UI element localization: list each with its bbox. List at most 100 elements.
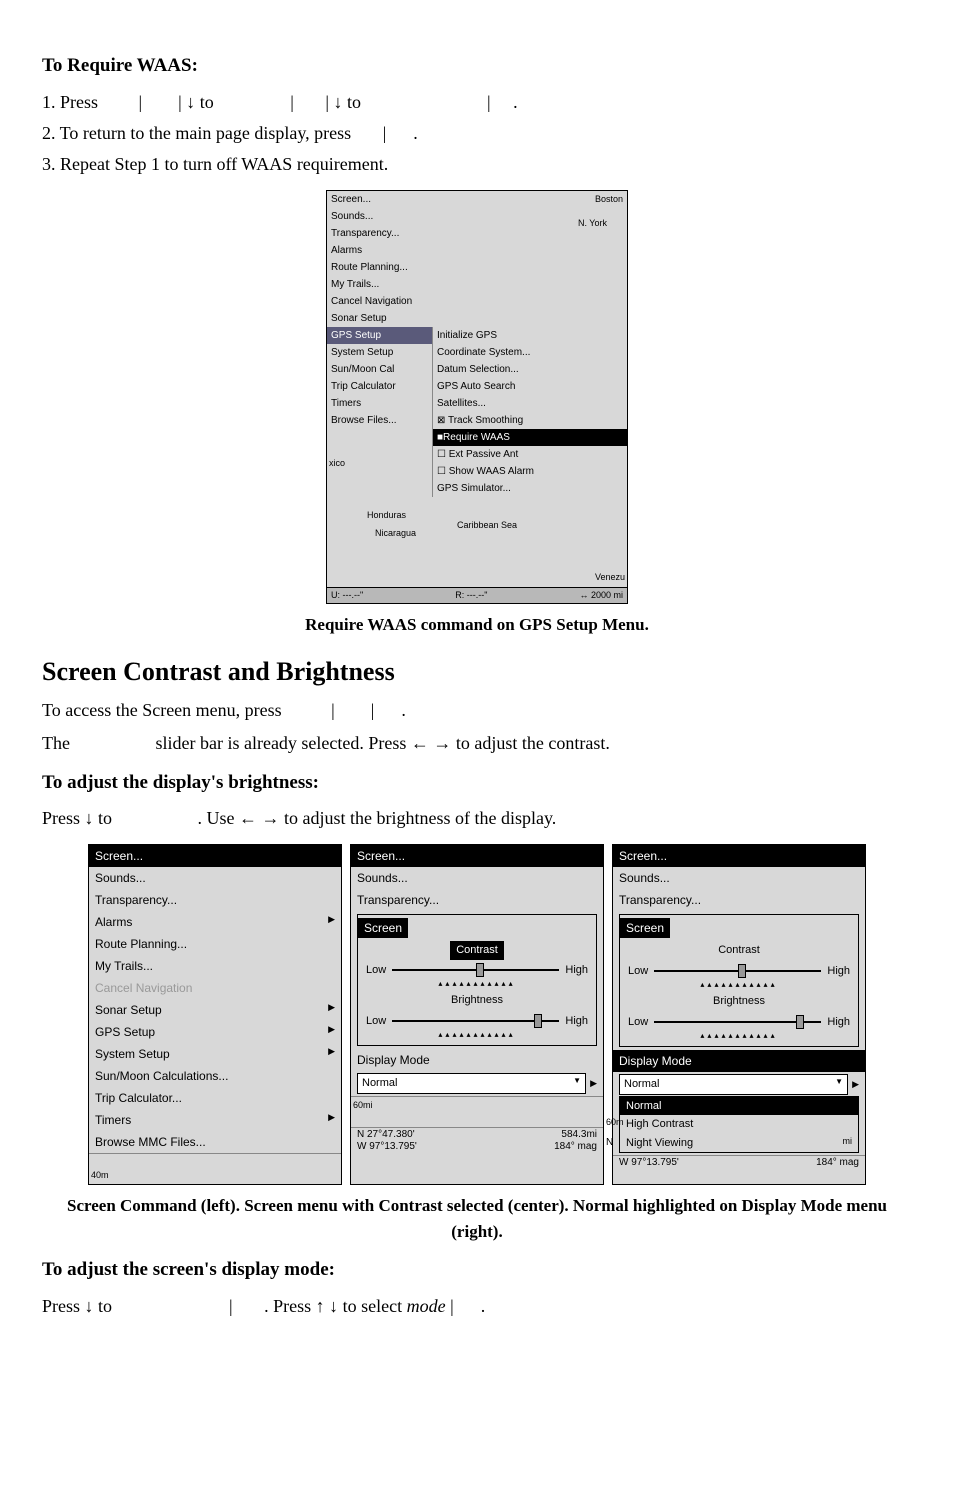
screen-panels-figure: Screen... Sounds... Transparency... Alar…	[42, 844, 912, 1185]
contrast-label-center: Contrast	[450, 941, 504, 960]
mode-high-contrast[interactable]: 60m High Contrast	[620, 1115, 858, 1134]
brightness-slider-r[interactable]: Low High	[624, 1012, 854, 1033]
mode-normal[interactable]: Normal	[620, 1097, 858, 1116]
status-scale: ↔ 2000 mi	[579, 589, 623, 603]
submenu-gps-sim[interactable]: GPS Simulator...	[433, 480, 627, 497]
display-mode-right: Display Mode	[613, 1050, 865, 1072]
contrast-ticks-r: ▴▴▴▴▴▴▴▴▴▴▴	[624, 979, 854, 991]
waas-heading: To Require WAAS:	[42, 52, 912, 81]
brightness-slider[interactable]: Low High	[362, 1011, 592, 1032]
menu-route-planning[interactable]: Route Planning...	[327, 259, 462, 276]
waas-caption: Require WAAS command on GPS Setup Menu.	[42, 612, 912, 638]
dropdown-right-value: Normal	[624, 1076, 659, 1093]
pm-trails[interactable]: My Trails...	[89, 955, 341, 977]
submenu-require-waas[interactable]: ■Require WAAS	[433, 429, 627, 446]
menu-sunmoon[interactable]: Sun/Moon Cal	[327, 361, 432, 378]
coords-right: W 97°13.795' 184° mag	[613, 1155, 865, 1170]
submenu-track-smoothing[interactable]: ⊠ Track Smoothing	[433, 412, 627, 429]
screen-box-title-r: Screen	[620, 918, 670, 938]
menu-sounds[interactable]: Sounds...	[327, 208, 462, 225]
brightness-text: Press ↓ to . Use ← → to adjust the brigh…	[42, 805, 912, 832]
brightness-ticks-r: ▴▴▴▴▴▴▴▴▴▴▴	[624, 1030, 854, 1042]
displaymode-dropdown-right[interactable]: Normal	[619, 1074, 848, 1095]
menu-transparency[interactable]: Transparency...	[327, 225, 462, 242]
bright-high-r: High	[827, 1014, 850, 1031]
pm-sonar[interactable]: Sonar Setup	[89, 999, 341, 1021]
contrast-slider-r[interactable]: Low High	[624, 961, 854, 982]
submenu-show-waas-alarm[interactable]: ☐ Show WAAS Alarm	[433, 463, 627, 480]
map-area: Honduras Nicaragua Caribbean Sea Venezu	[327, 497, 627, 587]
pm-timers-label: Timers	[95, 1111, 131, 1129]
map-nicaragua: Nicaragua	[375, 527, 416, 541]
bright-high: High	[565, 1013, 588, 1030]
menu-trip-calc[interactable]: Trip Calculator	[327, 378, 432, 395]
map-xico: xico	[329, 457, 345, 471]
coord-w-r: W 97°13.795'	[619, 1157, 679, 1169]
bright-b: . Use ← → to adjust the brightness of th…	[198, 808, 557, 828]
pr-transparency[interactable]: Transparency...	[613, 889, 865, 911]
submenu-init-gps[interactable]: Initialize GPS	[433, 327, 627, 344]
pm-alarms[interactable]: Alarms	[89, 911, 341, 933]
step1-prefix: 1. Press	[42, 92, 98, 112]
menu-system-setup[interactable]: System Setup	[327, 344, 432, 361]
pr-sounds[interactable]: Sounds...	[613, 867, 865, 889]
pm-tripcalc[interactable]: Trip Calculator...	[89, 1087, 341, 1109]
submenu-satellites[interactable]: Satellites...	[433, 395, 627, 412]
pm-browse[interactable]: Browse MMC Files...	[89, 1131, 341, 1153]
menu-browse-files[interactable]: Browse Files...	[327, 412, 432, 429]
pm-route[interactable]: Route Planning...	[89, 933, 341, 955]
step-1: 1. Press | | ↓ to | | ↓ to | .	[42, 89, 912, 116]
pc-transparency[interactable]: Transparency...	[351, 889, 603, 911]
pm-screen[interactable]: Screen...	[89, 845, 341, 867]
pc-sounds[interactable]: Sounds...	[351, 867, 603, 889]
access-text-a: To access the Screen menu, press	[42, 700, 282, 720]
menu-cancel-nav[interactable]: Cancel Navigation	[327, 293, 462, 310]
contrast-slider[interactable]: Low High	[362, 960, 592, 981]
submenu-coord-sys[interactable]: Coordinate System...	[433, 344, 627, 361]
pm-sounds[interactable]: Sounds...	[89, 867, 341, 889]
dm-text-c: mode	[407, 1296, 446, 1316]
coord-dist-c: 584.3mi	[554, 1129, 597, 1141]
menu-gps-setup[interactable]: GPS Setup	[327, 327, 432, 344]
mode-hc-label: High Contrast	[626, 1118, 693, 1130]
dm-text-d: | .	[450, 1296, 485, 1316]
pm-gps-label: GPS Setup	[95, 1023, 155, 1041]
menu-screen[interactable]: Screen...	[327, 191, 462, 208]
contrast-label-right: Contrast	[624, 940, 854, 961]
pm-alarms-label: Alarms	[95, 913, 132, 931]
panel-main-menu: Screen... Sounds... Transparency... Alar…	[88, 844, 342, 1185]
contrast-low: Low	[366, 962, 386, 979]
mode-night[interactable]: N Night Viewing mi	[620, 1134, 858, 1153]
submenu-auto-search[interactable]: GPS Auto Search	[433, 378, 627, 395]
status-bar: U: ---.--" R: ---.--" ↔ 2000 mi	[327, 587, 627, 604]
pm-gps[interactable]: GPS Setup	[89, 1021, 341, 1043]
map-honduras: Honduras	[367, 509, 406, 523]
submenu-ext-passive[interactable]: ☐ Ext Passive Ant	[433, 446, 627, 463]
menu-sonar-setup[interactable]: Sonar Setup	[327, 310, 462, 327]
menu-alarms[interactable]: Alarms	[327, 242, 462, 259]
menu-my-trails[interactable]: My Trails...	[327, 276, 462, 293]
coords-center: N 27°47.380' W 97°13.795' 584.3mi 184° m…	[351, 1127, 603, 1154]
step1-mid2: ↓ to	[333, 92, 361, 112]
displaymode-heading: To adjust the screen's display mode:	[42, 1256, 912, 1285]
pc-screen[interactable]: Screen...	[351, 845, 603, 867]
step2-text: 2. To return to the main page display, p…	[42, 123, 351, 143]
pm-transparency[interactable]: Transparency...	[89, 889, 341, 911]
displaymode-text: Press ↓ to | . Press ↑ ↓ to select mode …	[42, 1293, 912, 1320]
menu-timers[interactable]: Timers	[327, 395, 432, 412]
pm-sonar-label: Sonar Setup	[95, 1001, 162, 1019]
displaymode-dropdown-center[interactable]: Normal	[357, 1073, 586, 1094]
status-u: U: ---.--"	[331, 589, 363, 603]
pm-system[interactable]: System Setup	[89, 1043, 341, 1065]
displaymode-list: Normal 60m High Contrast N Night Viewing…	[619, 1096, 859, 1154]
coord-w-c: W 97°13.795'	[357, 1141, 417, 1153]
coord-n-prefix: N	[606, 1135, 613, 1150]
step-3: 3. Repeat Step 1 to turn off WAAS requir…	[42, 151, 912, 178]
pr-screen[interactable]: Screen...	[613, 845, 865, 867]
pm-cancel-nav: Cancel Navigation	[89, 977, 341, 999]
pm-timers[interactable]: Timers	[89, 1109, 341, 1131]
contrast-para: The slider bar is already selected. Pres…	[42, 730, 912, 757]
submenu-datum[interactable]: Datum Selection...	[433, 361, 627, 378]
bright-low: Low	[366, 1013, 386, 1030]
pm-sunmoon[interactable]: Sun/Moon Calculations...	[89, 1065, 341, 1087]
